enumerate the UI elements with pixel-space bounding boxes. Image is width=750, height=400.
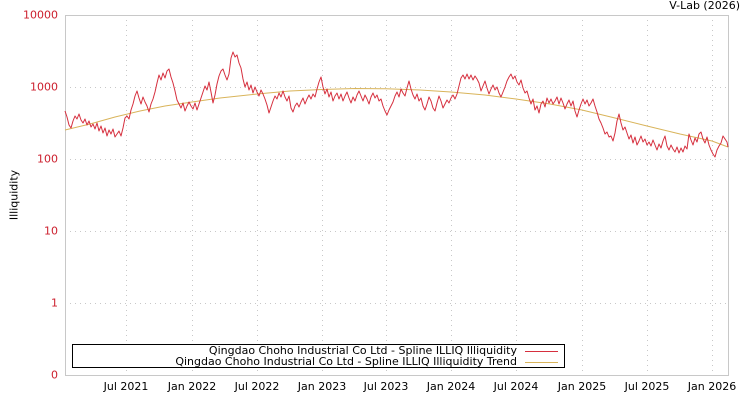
legend-label: Qingdao Choho Industrial Co Ltd - Spline… bbox=[208, 344, 517, 357]
legend-swatch-gold bbox=[525, 361, 558, 363]
plot-frame bbox=[65, 15, 729, 376]
x-tick: Jan 2024 bbox=[426, 380, 476, 393]
chart-credit: V-Lab (2026) bbox=[669, 0, 740, 12]
trend-line bbox=[64, 87, 729, 148]
x-tick: Jan 2023 bbox=[297, 380, 347, 393]
y-tick: 1000 bbox=[30, 80, 58, 94]
y-tick: 1 bbox=[51, 296, 58, 310]
y-tick: 0 bbox=[51, 368, 58, 382]
chart-legend: Qingdao Choho Industrial Co Ltd - Spline… bbox=[72, 344, 565, 368]
x-tick: Jan 2025 bbox=[557, 380, 607, 393]
x-tick: Jan 2026 bbox=[687, 380, 737, 393]
legend-label: Qingdao Choho Industrial Co Ltd - Spline… bbox=[175, 355, 517, 368]
legend-item-illiquidity: Qingdao Choho Industrial Co Ltd - Spline… bbox=[209, 345, 558, 357]
y-tick: 100 bbox=[37, 152, 58, 166]
y-tick: 10 bbox=[44, 224, 58, 238]
legend-swatch-red bbox=[525, 350, 558, 352]
x-tick: Jul 2021 bbox=[103, 380, 149, 393]
legend-item-trend: Qingdao Choho Industrial Co Ltd - Spline… bbox=[175, 356, 558, 368]
x-tick: Jan 2022 bbox=[167, 380, 217, 393]
y-tick: 10000 bbox=[23, 8, 58, 22]
x-tick: Jul 2023 bbox=[363, 380, 409, 393]
x-tick: Jul 2024 bbox=[493, 380, 539, 393]
grid-lines bbox=[65, 15, 728, 375]
illiquidity-line bbox=[64, 51, 729, 158]
x-tick: Jul 2022 bbox=[234, 380, 280, 393]
x-tick: Jul 2025 bbox=[624, 380, 670, 393]
